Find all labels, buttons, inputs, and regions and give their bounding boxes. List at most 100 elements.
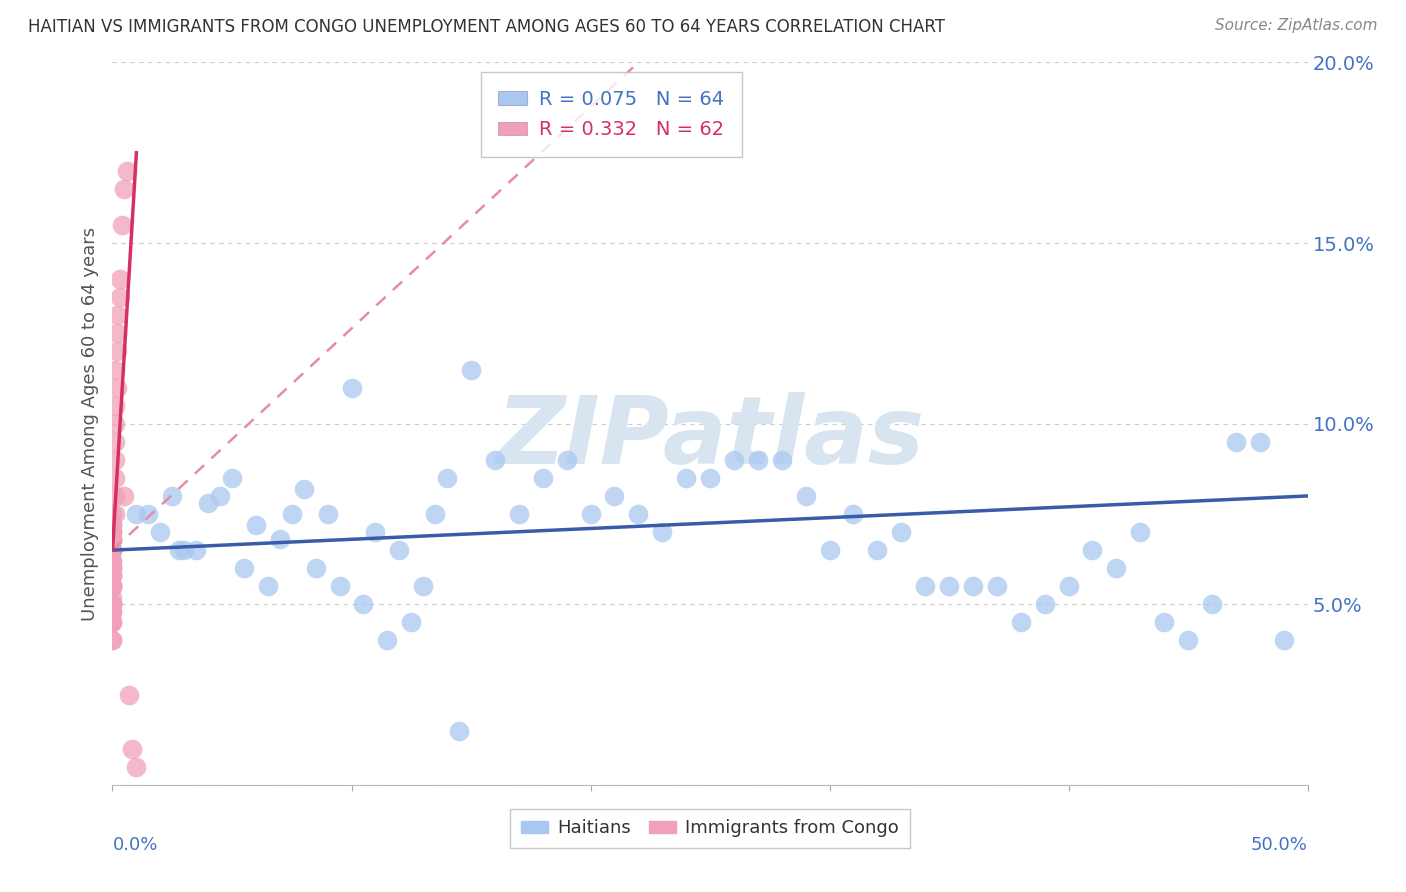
Point [292,482,315,496]
Point [101,633,124,648]
Point [723,453,745,467]
Text: ZIPatlas: ZIPatlas [496,392,924,484]
Point [101,533,124,547]
Point [770,453,793,467]
Point [186,543,208,558]
Point [1057,579,1080,593]
Point [101,598,124,612]
Point [104,417,127,431]
Point [101,615,124,630]
Point [101,615,124,630]
Point [101,605,124,619]
Point [1201,598,1223,612]
Point [257,579,280,593]
Point [1010,615,1032,630]
Point [842,507,865,521]
Point [101,615,124,630]
Point [105,344,128,359]
Point [627,507,650,521]
Point [508,507,530,521]
Point [101,543,124,558]
Point [388,543,411,558]
Point [364,524,387,539]
Point [794,489,817,503]
Point [101,554,124,568]
Point [173,543,195,558]
Point [101,533,124,547]
Point [101,543,124,558]
Point [484,453,506,467]
Point [866,543,889,558]
Point [101,598,124,612]
Point [962,579,984,593]
Point [101,543,124,558]
Point [114,489,135,503]
Point [101,633,124,648]
Point [818,543,841,558]
Point [1153,615,1175,630]
Point [1129,524,1152,539]
Point [101,507,124,521]
Point [101,579,124,593]
Point [531,471,554,485]
Point [340,380,363,394]
Point [233,561,256,575]
Point [101,524,124,539]
Point [162,489,183,503]
Point [1272,633,1295,648]
Point [353,598,375,612]
Point [460,362,482,376]
Text: 0.0%: 0.0% [112,836,157,854]
Point [125,507,148,521]
Point [111,218,134,232]
Point [197,496,219,510]
Point [104,471,127,485]
Point [121,742,143,756]
Point [101,605,124,619]
Point [105,326,128,341]
Text: 50.0%: 50.0% [1251,836,1308,854]
Point [169,543,191,558]
Point [101,598,124,612]
Point [118,688,141,702]
Point [101,598,124,612]
Point [138,507,160,521]
Point [114,182,135,196]
Point [377,633,399,648]
Point [651,524,673,539]
Point [1081,543,1104,558]
Point [747,453,769,467]
Point [1249,434,1271,449]
Point [101,568,124,582]
Point [108,290,131,304]
Point [603,489,626,503]
Point [914,579,936,593]
Point [101,554,124,568]
Text: Source: ZipAtlas.com: Source: ZipAtlas.com [1215,18,1378,33]
Point [329,579,352,593]
Point [101,543,124,558]
Point [449,723,471,738]
Point [101,579,124,593]
Point [281,507,304,521]
Point [101,533,124,547]
Text: HAITIAN VS IMMIGRANTS FROM CONGO UNEMPLOYMENT AMONG AGES 60 TO 64 YEARS CORRELAT: HAITIAN VS IMMIGRANTS FROM CONGO UNEMPLO… [28,18,945,36]
Point [101,517,124,532]
Point [101,598,124,612]
Point [101,561,124,575]
Point [101,568,124,582]
Point [104,507,127,521]
Point [425,507,447,521]
Point [1177,633,1199,648]
Point [101,533,124,547]
Y-axis label: Unemployment Among Ages 60 to 64 years: Unemployment Among Ages 60 to 64 years [80,227,98,621]
Point [986,579,1008,593]
Point [579,507,602,521]
Point [149,524,172,539]
Point [101,524,124,539]
Point [316,507,339,521]
Point [101,524,124,539]
Point [104,434,127,449]
Point [101,561,124,575]
Point [412,579,434,593]
